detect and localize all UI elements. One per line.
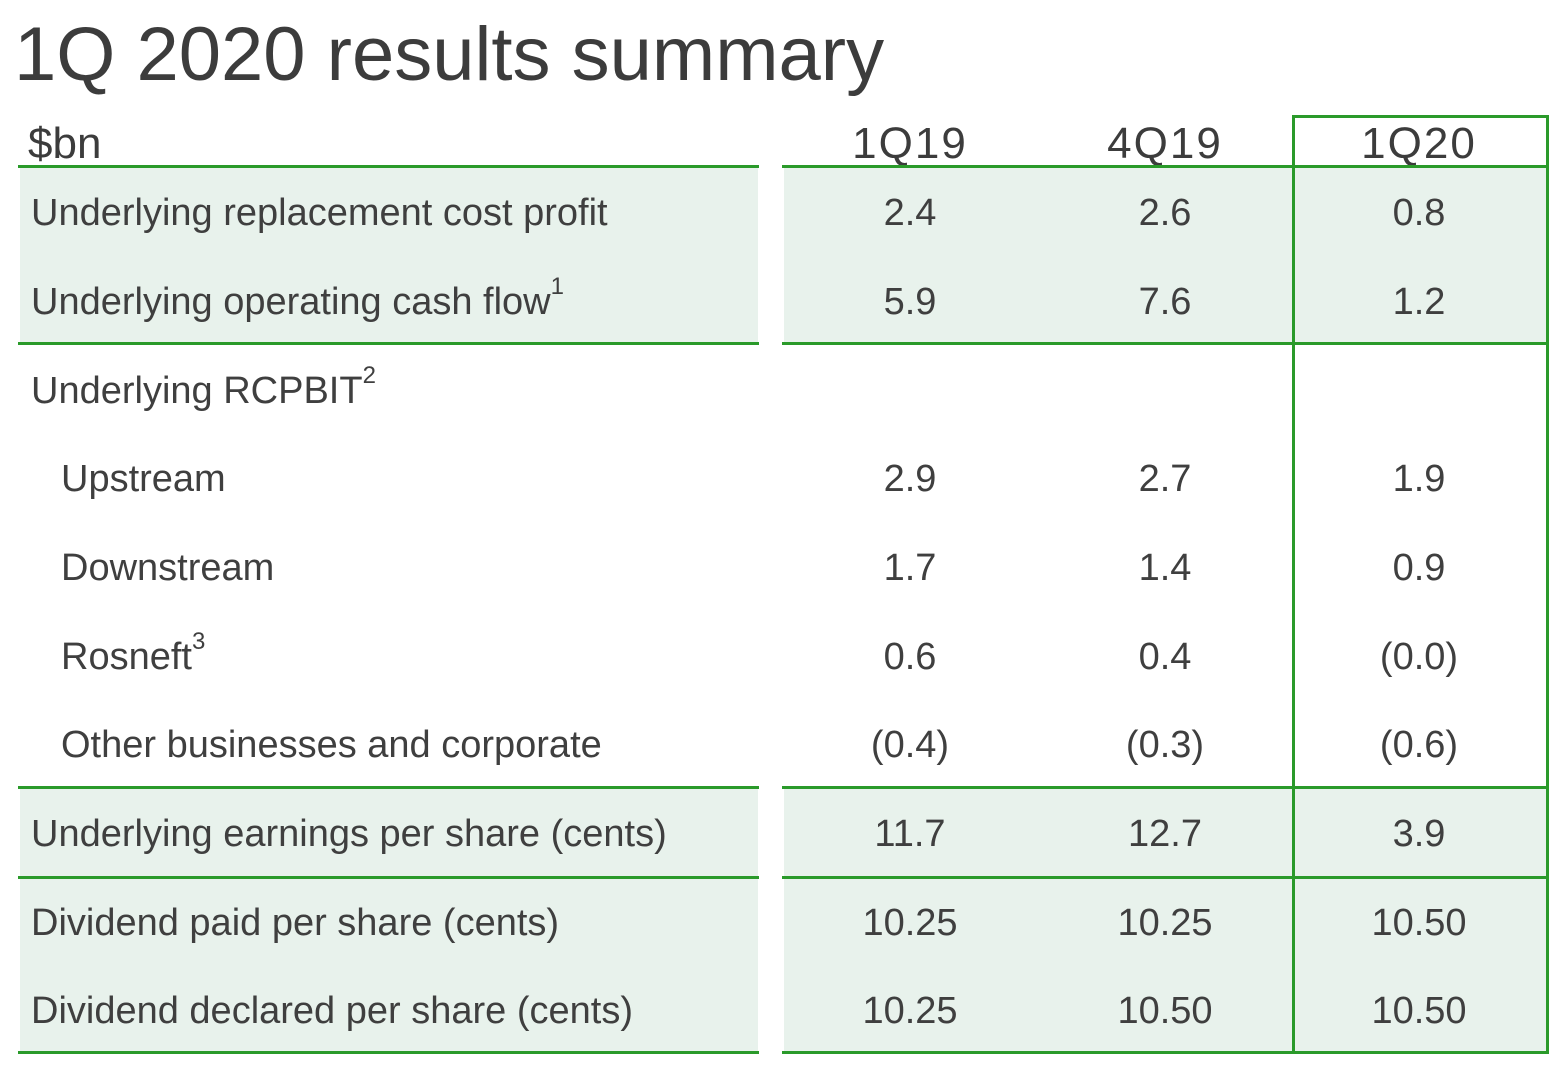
cell-upstream-1q20: 1.9 — [1392, 458, 1446, 500]
rule-before-eps-left — [18, 786, 759, 789]
row-label-dividend-paid: Dividend paid per share (cents) — [31, 902, 560, 944]
rule-after-cashflow-values — [782, 342, 1549, 345]
cell-upstream-4q19: 2.7 — [1138, 458, 1192, 500]
cell-eps-4q19: 12.7 — [1128, 813, 1202, 855]
band-eps — [20, 789, 758, 876]
cell-eps-1q19: 11.7 — [874, 813, 946, 855]
footnote-3: 3 — [191, 628, 206, 656]
cell-dividend-paid-4q19: 10.25 — [1117, 902, 1213, 944]
rule-after-cashflow-left — [18, 342, 759, 345]
rule-header-values — [782, 165, 1549, 168]
band-dividends-values — [784, 878, 1547, 1052]
cell-downstream-4q19: 1.4 — [1138, 547, 1192, 589]
cell-dividend-declared-1q19: 10.25 — [862, 990, 958, 1032]
cell-rc-profit-1q20: 0.8 — [1392, 192, 1446, 234]
row-label-dividend-declared: Dividend declared per share (cents) — [31, 990, 633, 1032]
cell-cash-flow-4q19: 7.6 — [1138, 281, 1192, 323]
cell-dividend-declared-1q20: 10.50 — [1371, 990, 1467, 1032]
cell-rosneft-4q19: 0.4 — [1138, 636, 1192, 678]
row-label-eps: Underlying earnings per share (cents) — [31, 813, 667, 855]
row-label-downstream: Downstream — [61, 547, 275, 589]
column-header-1q19: 1Q19 — [852, 119, 968, 168]
highlight-box-right — [1546, 115, 1549, 1054]
row-label-upstream: Upstream — [61, 458, 226, 500]
rule-after-eps-values — [782, 876, 1549, 879]
cell-dividend-paid-1q20: 10.50 — [1371, 902, 1467, 944]
cell-downstream-1q20: 0.9 — [1392, 547, 1446, 589]
rule-bottom-left — [18, 1051, 759, 1054]
highlight-box-left — [1292, 115, 1295, 1054]
rule-before-eps-values — [782, 786, 1549, 789]
row-label-rosneft: Rosneft3 — [61, 628, 206, 678]
row-label-underlying-rc-profit: Underlying replacement cost profit — [31, 192, 608, 234]
cell-upstream-1q19: 2.9 — [883, 458, 937, 500]
footnote-2: 2 — [362, 362, 376, 390]
band-profit-cashflow — [20, 167, 758, 343]
page-title: 1Q 2020 results summary — [14, 12, 885, 97]
cell-dividend-paid-1q19: 10.25 — [862, 902, 958, 944]
highlight-box-top — [1292, 115, 1549, 118]
cell-other-4q19: (0.3) — [1125, 724, 1205, 766]
cell-cash-flow-1q19: 5.9 — [883, 281, 937, 323]
cell-downstream-1q19: 1.7 — [883, 547, 937, 589]
row-label-operating-cash-flow: Underlying operating cash flow1 — [31, 273, 564, 323]
column-header-4q19: 4Q19 — [1107, 119, 1223, 168]
column-header-1q20: 1Q20 — [1361, 119, 1477, 168]
row-label-other-businesses: Other businesses and corporate — [61, 724, 602, 766]
rule-bottom-values — [782, 1051, 1549, 1054]
cell-rc-profit-4q19: 2.6 — [1138, 192, 1192, 234]
footnote-1: 1 — [550, 273, 564, 301]
band-profit-cashflow-values — [784, 167, 1547, 343]
band-eps-values — [784, 789, 1547, 876]
rule-after-eps-left — [18, 876, 759, 879]
cell-cash-flow-1q20: 1.2 — [1392, 281, 1446, 323]
cell-eps-1q20: 3.9 — [1392, 813, 1446, 855]
cell-rc-profit-1q19: 2.4 — [883, 192, 937, 234]
row-label-underlying-rcpbit: Underlying RCPBIT2 — [31, 362, 376, 412]
cell-other-1q19: (0.4) — [870, 724, 950, 766]
rule-header-left — [18, 165, 759, 168]
cell-other-1q20: (0.6) — [1379, 724, 1459, 766]
band-dividends — [20, 878, 758, 1052]
unit-label: $bn — [28, 119, 102, 168]
cell-rosneft-1q20: (0.0) — [1379, 636, 1459, 678]
cell-rosneft-1q19: 0.6 — [883, 636, 937, 678]
cell-dividend-declared-4q19: 10.50 — [1117, 990, 1213, 1032]
